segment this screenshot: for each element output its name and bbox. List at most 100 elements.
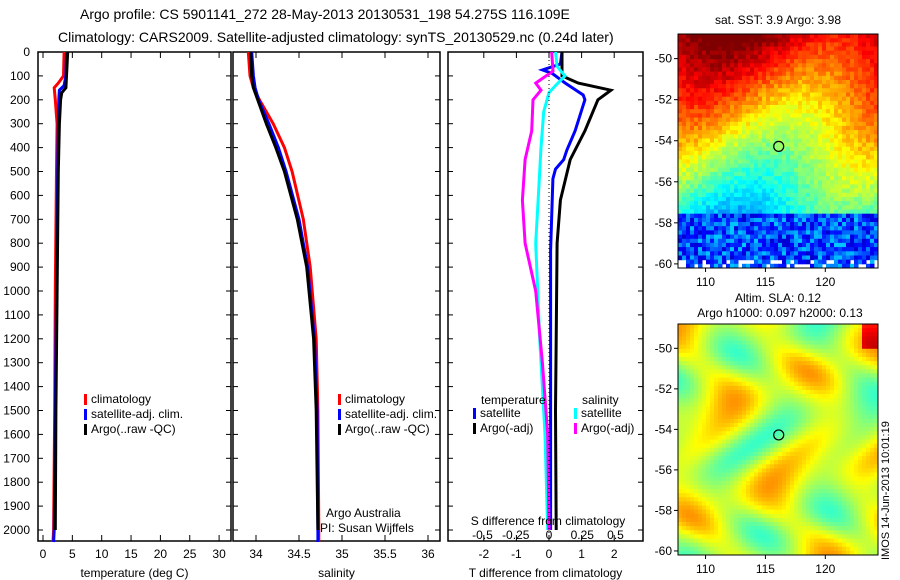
map-cell: [770, 340, 775, 346]
map-cell: [774, 88, 779, 93]
map-cell: [846, 447, 851, 453]
map-cell: [722, 373, 727, 379]
map-cell: [846, 373, 851, 379]
map-cell: [846, 251, 851, 256]
map-cell: [862, 247, 867, 252]
map-cell: [822, 88, 827, 93]
map-cell: [762, 348, 767, 354]
map-cell: [822, 352, 827, 358]
map-cell: [862, 230, 867, 236]
map-cell: [770, 180, 775, 185]
map-cell: [710, 121, 715, 127]
map-cell: [818, 472, 823, 478]
map-cell: [754, 105, 759, 110]
map-cell: [690, 381, 695, 387]
map-cell: [682, 484, 687, 490]
map-cell: [750, 146, 755, 152]
map-cell: [870, 373, 875, 379]
map-cell: [842, 155, 847, 160]
map-cell: [858, 435, 863, 440]
map-cell: [706, 121, 711, 127]
map-cell: [846, 125, 851, 131]
map-cell: [718, 117, 723, 123]
map-cell: [726, 402, 731, 407]
map-cell: [850, 59, 855, 64]
map-cell: [822, 328, 827, 333]
map-cell: [826, 113, 831, 119]
map-cell: [866, 324, 871, 329]
map-cell: [810, 176, 815, 181]
map-cell: [870, 201, 875, 206]
map-cell: [754, 332, 759, 337]
map-cell: [678, 138, 683, 144]
map-cell: [742, 423, 747, 428]
map-cell: [730, 340, 735, 346]
map-cell: [838, 332, 843, 337]
map-cell: [698, 352, 703, 358]
map-cell: [778, 451, 783, 457]
map-cell: [838, 476, 843, 482]
map-cell: [850, 418, 855, 424]
map-cell: [686, 348, 691, 354]
map-cell: [826, 251, 831, 256]
map-cell: [754, 142, 759, 148]
map-cell: [794, 234, 799, 240]
map-cell: [806, 121, 811, 127]
map-cell: [822, 439, 827, 445]
map-cell: [770, 197, 775, 202]
map-cell: [718, 151, 723, 156]
map-cell: [806, 431, 811, 436]
map-cell: [730, 34, 735, 39]
map-cell: [694, 251, 699, 256]
map-cell: [842, 180, 847, 185]
map-cell: [854, 138, 859, 144]
map-cell: [830, 427, 835, 432]
map-cell: [838, 435, 843, 440]
map-cell: [714, 385, 719, 391]
map-cell: [866, 439, 871, 445]
map-cell: [854, 109, 859, 114]
map-cell: [726, 385, 731, 391]
map-cell: [822, 414, 827, 420]
map-cell: [778, 180, 783, 185]
map-cell: [766, 75, 771, 81]
map-cell: [826, 242, 831, 248]
map-cell: [794, 336, 799, 341]
map-cell: [734, 100, 739, 106]
map-cell: [850, 414, 855, 420]
map-cell: [854, 151, 859, 156]
map-cell: [830, 381, 835, 387]
map-cell: [678, 447, 683, 453]
map-cell: [790, 423, 795, 428]
map-cell: [862, 105, 867, 110]
map-cell: [870, 242, 875, 248]
map-cell: [814, 259, 819, 265]
map-cell: [834, 242, 839, 248]
map-cell: [734, 138, 739, 144]
map-cell: [854, 217, 859, 223]
map-cell: [862, 217, 867, 223]
map-cell: [694, 377, 699, 383]
map-cell: [822, 109, 827, 114]
map-cell: [862, 38, 867, 43]
map-cell: [826, 63, 831, 68]
map-cell: [766, 464, 771, 469]
map-cell: [826, 468, 831, 473]
map-cell: [682, 201, 687, 206]
map-cell: [718, 373, 723, 379]
map-cell: [834, 92, 839, 98]
map-cell: [710, 435, 715, 440]
map-cell: [834, 146, 839, 152]
map-cell: [794, 125, 799, 131]
map-cell: [866, 332, 871, 337]
map-cell: [718, 328, 723, 333]
temperature-panel: 0 5 10 15 20 25 300100200300400500600700800900…: [3, 45, 232, 580]
map-cell: [806, 398, 811, 403]
map-cell: [718, 184, 723, 190]
map-cell: [850, 328, 855, 333]
map-cell: [690, 84, 695, 89]
map-cell: [738, 125, 743, 131]
map-cell: [874, 130, 879, 135]
map-cell: [750, 373, 755, 379]
map-cell: [850, 163, 855, 169]
